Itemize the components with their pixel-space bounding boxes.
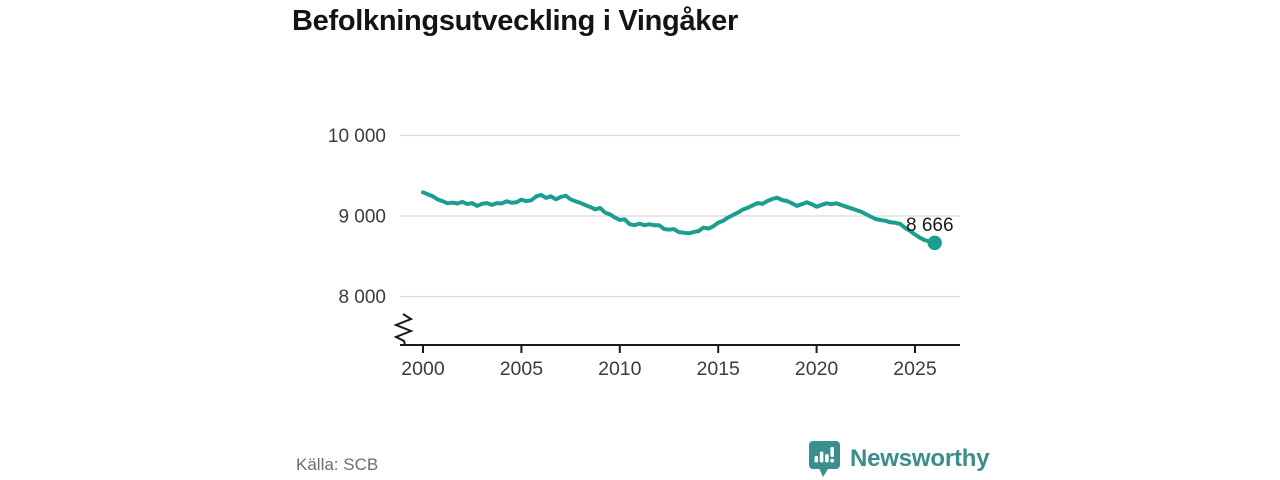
newsworthy-bubble-chart-icon <box>809 441 840 477</box>
x-axis-tick-label: 2005 <box>500 358 544 380</box>
population-line <box>421 190 937 245</box>
axis-break-icon <box>393 313 414 346</box>
end-value-label: 8 666 <box>906 215 954 236</box>
x-axis-tick-label: 2000 <box>401 358 445 380</box>
x-axis-tick-label: 2025 <box>893 358 937 380</box>
y-axis-tick-label: 9 000 <box>338 207 386 228</box>
x-axis-tick-label: 2010 <box>598 358 642 380</box>
end-point-dot <box>927 235 942 251</box>
x-axis-tick-label: 2020 <box>795 358 839 380</box>
source-label: Källa: SCB <box>296 455 379 474</box>
x-axis-tick-label: 2015 <box>697 358 741 380</box>
y-axis-tick-label: 10 000 <box>328 126 386 147</box>
y-axis-tick-label: 8 000 <box>338 287 386 308</box>
chart-title: Befolkningsutveckling i Vingåker <box>292 5 738 37</box>
newsworthy-wordmark: Newsworthy <box>850 445 990 472</box>
newsworthy-logo: Newsworthy <box>808 440 990 478</box>
